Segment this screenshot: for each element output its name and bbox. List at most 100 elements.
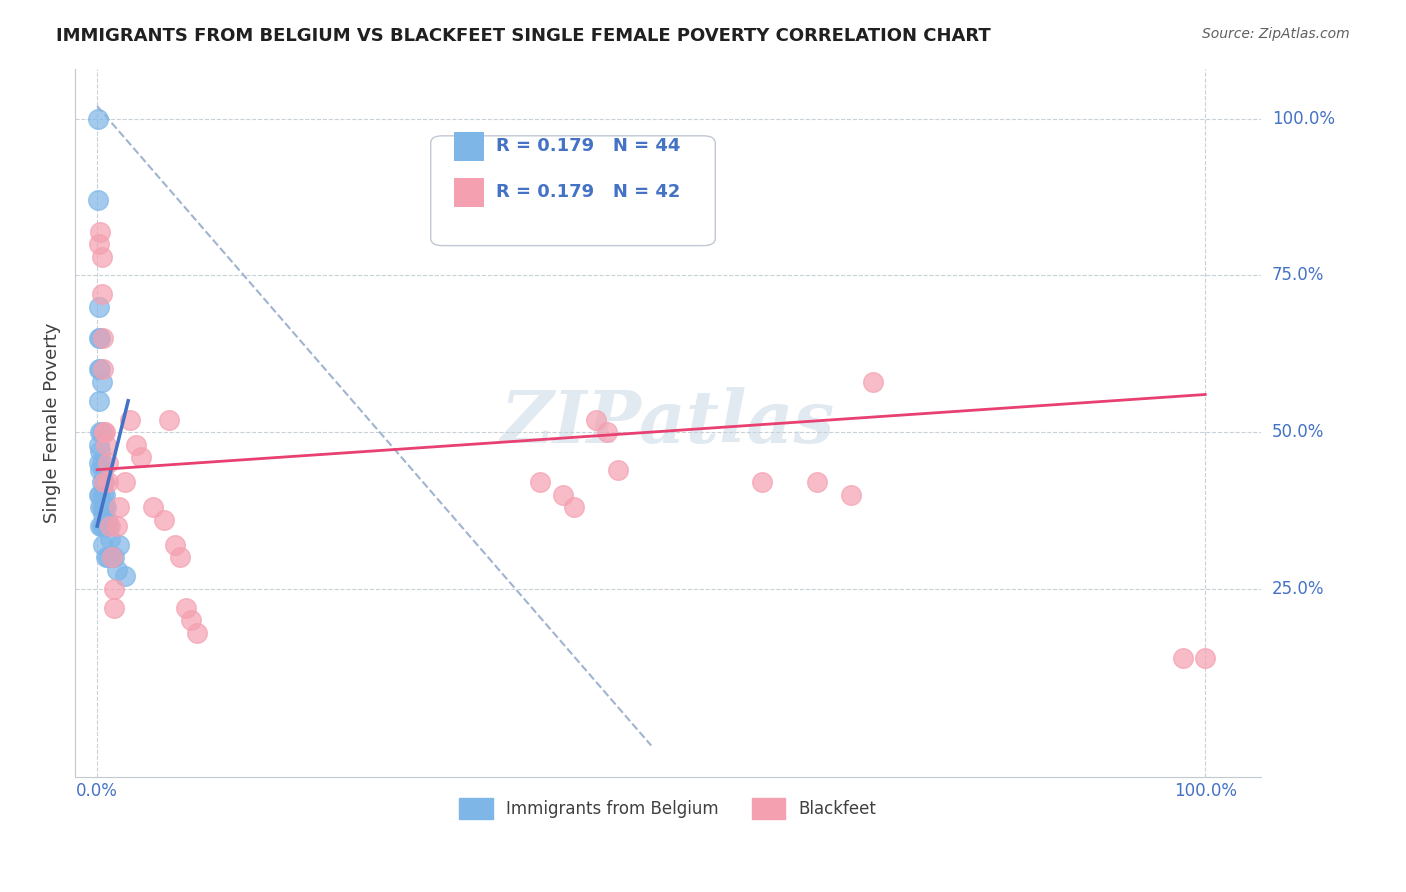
Point (105, 519, 128, 533)
Point (186, 625, 208, 640)
Point (94, 437, 117, 451)
Point (90, 475, 112, 490)
Point (108, 538, 131, 552)
Point (100, 550, 122, 565)
Point (89, 500, 111, 515)
Point (89, 457, 111, 471)
Point (91, 519, 114, 533)
Point (89, 362, 111, 376)
Point (174, 600, 197, 615)
Point (114, 569, 136, 583)
Point (94, 488, 117, 502)
Point (89, 331, 111, 345)
Point (89, 425, 111, 439)
Text: R = 0.179   N = 42: R = 0.179 N = 42 (496, 184, 681, 202)
Point (89, 519, 111, 533)
Point (94, 500, 117, 515)
Bar (454, 178, 484, 207)
Point (103, 550, 125, 565)
Point (152, 513, 174, 527)
Point (169, 550, 191, 565)
Point (607, 463, 630, 477)
Bar (454, 132, 484, 161)
Point (91, 362, 114, 376)
Point (180, 613, 202, 627)
Point (89, 443, 111, 458)
Point (114, 475, 136, 490)
Text: IMMIGRANTS FROM BELGIUM VS BLACKFEET SINGLE FEMALE POVERTY CORRELATION CHART: IMMIGRANTS FROM BELGIUM VS BLACKFEET SIN… (56, 27, 991, 45)
Point (103, 582, 125, 596)
Point (1171, 650, 1194, 665)
Point (90, 250, 112, 264)
Point (91, 463, 114, 477)
Point (551, 488, 574, 502)
Point (97, 519, 120, 533)
Text: 50.0%: 50.0% (1272, 423, 1324, 442)
Point (93, 475, 115, 490)
Point (120, 412, 142, 426)
Point (91, 538, 114, 552)
Point (585, 412, 607, 426)
Point (89, 225, 111, 239)
Text: 25.0%: 25.0% (1272, 580, 1324, 598)
Point (142, 500, 165, 515)
Point (751, 475, 773, 490)
Point (108, 500, 131, 515)
Point (90, 519, 112, 533)
Point (96, 513, 118, 527)
Point (89, 362, 111, 376)
Point (93, 519, 115, 533)
Point (596, 425, 619, 439)
Point (100, 532, 122, 546)
Point (94, 550, 117, 565)
Point (103, 600, 125, 615)
Point (90, 287, 112, 301)
Point (100, 519, 122, 533)
Point (93, 425, 115, 439)
Point (90, 500, 112, 515)
Point (93, 500, 115, 515)
Point (91, 507, 114, 521)
Text: Source: ZipAtlas.com: Source: ZipAtlas.com (1202, 27, 1350, 41)
Point (90, 425, 112, 439)
Point (87, 193, 110, 207)
Point (89, 237, 111, 252)
Point (90, 457, 112, 471)
Text: 75.0%: 75.0% (1272, 267, 1324, 285)
Point (89, 488, 111, 502)
Point (100, 550, 122, 565)
Point (87, 112, 110, 126)
Point (806, 475, 828, 490)
Legend: Immigrants from Belgium, Blackfeet: Immigrants from Belgium, Blackfeet (453, 791, 883, 825)
Point (94, 519, 117, 533)
Point (93, 475, 115, 490)
Point (89, 300, 111, 314)
Point (91, 488, 114, 502)
Text: 100.0%: 100.0% (1272, 110, 1334, 128)
Point (89, 488, 111, 502)
Point (163, 538, 186, 552)
Point (90, 375, 112, 389)
Point (89, 331, 111, 345)
Point (1194, 650, 1216, 665)
FancyBboxPatch shape (430, 136, 716, 245)
Point (94, 425, 117, 439)
Y-axis label: Single Female Poverty: Single Female Poverty (44, 323, 60, 523)
Point (105, 563, 128, 577)
Point (131, 450, 153, 465)
Point (862, 375, 884, 389)
Text: R = 0.179   N = 44: R = 0.179 N = 44 (496, 137, 681, 155)
Point (97, 550, 120, 565)
Point (89, 437, 111, 451)
Text: ZIPatlas: ZIPatlas (501, 387, 835, 458)
Point (97, 457, 120, 471)
Point (89, 393, 111, 408)
Point (97, 475, 120, 490)
Point (89, 463, 111, 477)
Point (91, 331, 114, 345)
Point (839, 488, 862, 502)
Point (157, 412, 180, 426)
Point (562, 500, 585, 515)
Point (529, 475, 551, 490)
Point (125, 437, 148, 451)
